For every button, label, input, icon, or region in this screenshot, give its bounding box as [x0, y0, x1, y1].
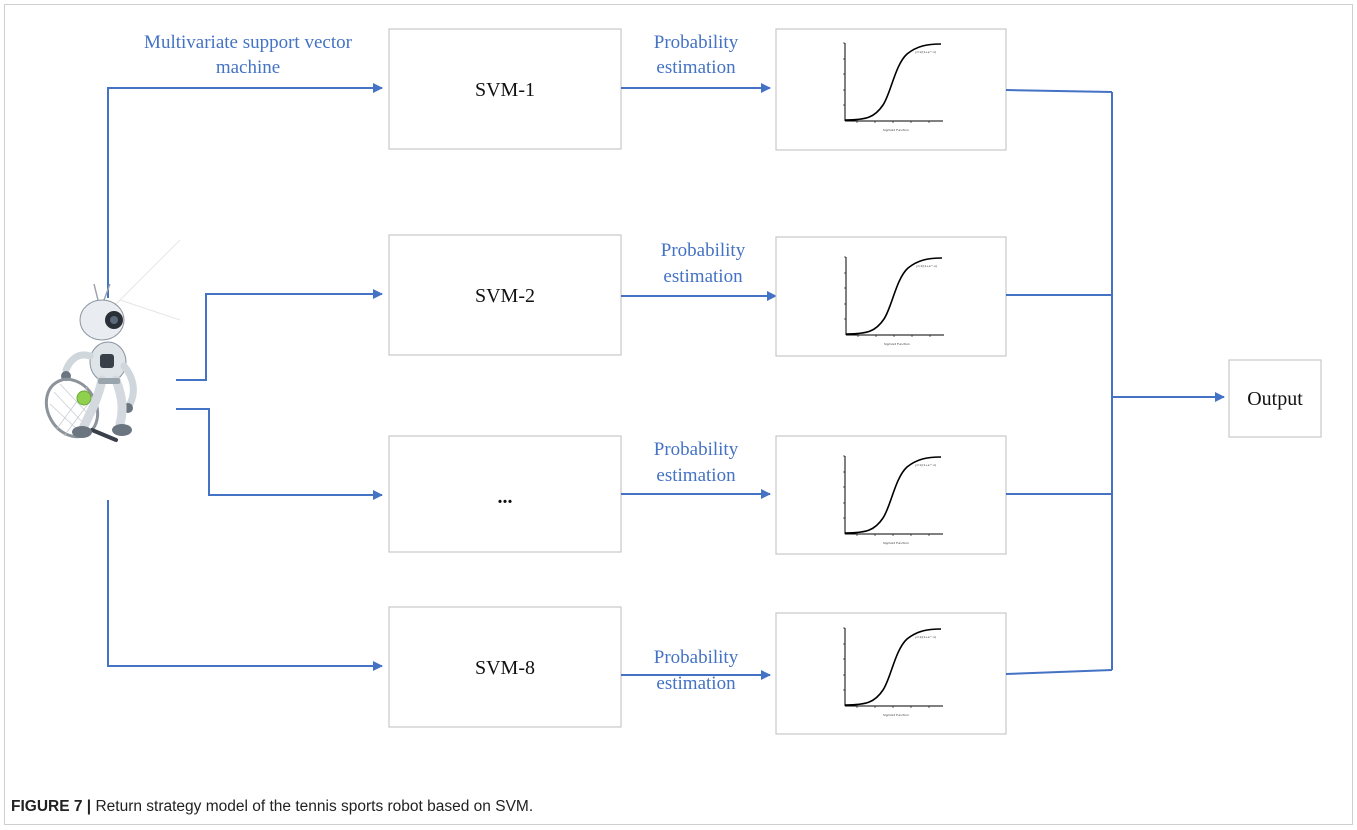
top-label-line2: machine	[216, 57, 280, 78]
caption-prefix: FIGURE 7 |	[11, 798, 92, 815]
plot-box-2	[775, 236, 1007, 357]
plot-box-1	[775, 28, 1007, 151]
sigmoid-caption-1: Sigmoid Function	[883, 128, 909, 132]
sigmoid-chart-1: y=1/(1+e^-x) Sigmoid Function	[842, 42, 944, 132]
svm-label-8: SVM-8	[475, 657, 535, 679]
svm-box-8	[388, 606, 622, 728]
plot8-to-bus-line	[1005, 669, 1113, 675]
svm2-input-line	[176, 289, 383, 381]
sigmoid-caption-8: Sigmoid Function	[883, 713, 909, 717]
prob-label-2-line2: estimation	[663, 266, 743, 287]
svm-label-1: SVM-1	[475, 79, 535, 101]
prob-label-8-line2: estimation	[656, 673, 736, 694]
prob-label-8-line1: Probability	[654, 647, 739, 668]
sigmoid-chart-3: y=1/(1+e^-x) Sigmoid Function	[842, 455, 944, 545]
upper-trunk-line	[107, 83, 383, 298]
svm-dots-input-line	[176, 408, 383, 500]
svm-box-3	[388, 435, 622, 553]
prob-label-3-line2: estimation	[656, 465, 736, 486]
plot-box-3	[775, 435, 1007, 555]
sigmoid-caption-3: Sigmoid Function	[883, 541, 909, 545]
prob-label-1-line1: Probability	[654, 32, 739, 53]
svm-label-2: SVM-2	[475, 285, 535, 307]
svm-box-2	[388, 234, 622, 356]
sigmoid-chart-2: y=1/(1+e^-x) Sigmoid Function	[843, 256, 945, 346]
figure-frame	[4, 4, 1353, 825]
tennis-robot-icon	[44, 239, 181, 442]
sigmoid-legend-8: y=1/(1+e^-x)	[915, 635, 936, 639]
sigmoid-legend-2: y=1/(1+e^-x)	[916, 264, 937, 268]
plot1-to-bus-line	[1005, 89, 1113, 93]
sigmoid-legend-3: y=1/(1+e^-x)	[915, 463, 936, 467]
sigmoid-chart-8: y=1/(1+e^-x) Sigmoid Function	[842, 627, 944, 717]
lower-trunk-line	[107, 500, 383, 671]
prob-label-2-line1: Probability	[661, 240, 746, 261]
prob-label-3-line1: Probability	[654, 439, 739, 460]
sigmoid-legend-1: y=1/(1+e^-x)	[915, 50, 936, 54]
figure-caption: FIGURE 7 | Return strategy model of the …	[11, 798, 533, 816]
caption-text: Return strategy model of the tennis spor…	[91, 798, 534, 815]
output-box	[1228, 359, 1322, 438]
output-label: Output	[1247, 388, 1303, 410]
sigmoid-caption-2: Sigmoid Function	[884, 342, 910, 346]
svm-label-3: ...	[498, 486, 513, 508]
svm-box-1	[388, 28, 622, 150]
top-label-line1: Multivariate support vector	[144, 32, 353, 53]
prob-label-1-line2: estimation	[656, 57, 736, 78]
